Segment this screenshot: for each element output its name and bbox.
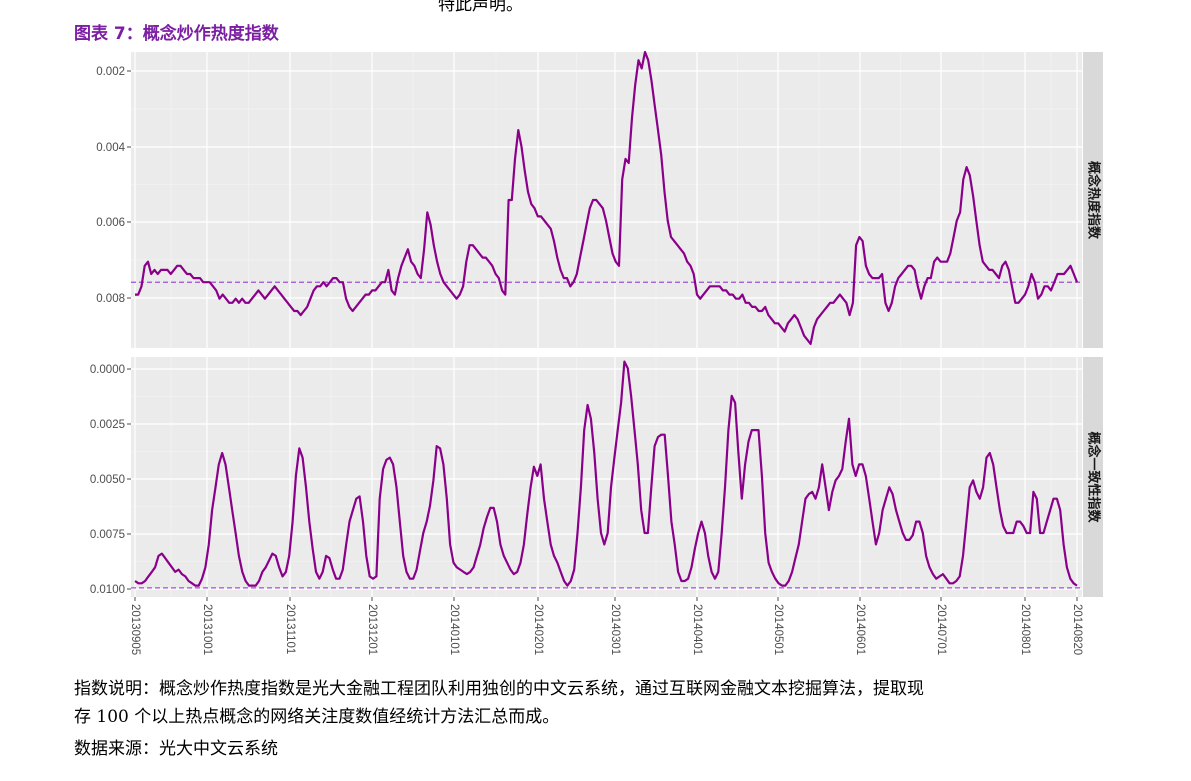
x-tick-label: 20140101 bbox=[448, 604, 460, 655]
y-tick-label: 0.0100 bbox=[90, 584, 125, 596]
facet-strip bbox=[1083, 357, 1103, 597]
x-tick-label: 20130905 bbox=[129, 604, 141, 655]
y-tick-label: 0.0000 bbox=[90, 364, 125, 376]
panel-background bbox=[131, 52, 1082, 348]
x-tick-label: 20140501 bbox=[772, 604, 784, 655]
facet-strip-label: 概念热度指数 bbox=[1086, 161, 1102, 240]
cut-off-text: 特此声明。 bbox=[438, 0, 523, 15]
index-description-line2: 存 100 个以上热点概念的网络关注度数值经统计方法汇总而成。 bbox=[74, 707, 560, 727]
y-tick-label: 0.0025 bbox=[90, 419, 125, 431]
x-tick-label: 20131001 bbox=[201, 604, 213, 655]
x-tick-label: 20140301 bbox=[609, 604, 621, 655]
x-tick-label: 20131201 bbox=[366, 604, 378, 655]
x-tick-label: 20140601 bbox=[854, 604, 866, 655]
data-source: 数据来源：光大中文云系统 bbox=[74, 739, 278, 759]
y-tick-label: 0.004 bbox=[96, 142, 125, 154]
x-tick-label: 20140801 bbox=[1019, 604, 1031, 655]
y-tick-label: 0.008 bbox=[96, 293, 125, 305]
figure-title: 图表 7：概念炒作热度指数 bbox=[74, 24, 279, 44]
facet-strip bbox=[1083, 52, 1103, 348]
panel-heat-index: 0.002 0.004 0.006 0.008 概念热度指数 bbox=[96, 50, 1103, 348]
x-tick-label: 20131101 bbox=[284, 604, 296, 654]
index-description-line1: 指数说明：概念炒作热度指数是光大金融工程团队利用独创的中文云系统，通过互联网金融… bbox=[74, 679, 924, 699]
x-tick-label: 20140820 bbox=[1071, 604, 1083, 655]
series-line bbox=[135, 50, 1079, 345]
facet-strip-label: 概念一致性指数 bbox=[1086, 431, 1102, 523]
x-tick-label: 20140401 bbox=[691, 604, 703, 655]
y-tick-label: 0.0075 bbox=[90, 529, 125, 541]
y-tick-label: 0.006 bbox=[96, 217, 125, 229]
panel-background bbox=[131, 357, 1082, 597]
panel-consistency-index: 0.0000 0.0025 0.0050 0.0075 0.0100 概念一致性指数 201… bbox=[90, 357, 1103, 655]
y-tick-label: 0.0050 bbox=[90, 474, 125, 486]
x-tick-label: 20140201 bbox=[532, 604, 544, 655]
y-tick-label: 0.002 bbox=[96, 66, 125, 78]
series-line bbox=[134, 360, 1078, 587]
chart: 0.0020.0040.0060.008概念热度指数0.00000.00250.… bbox=[90, 50, 1103, 655]
x-tick-label: 20140701 bbox=[935, 604, 947, 655]
